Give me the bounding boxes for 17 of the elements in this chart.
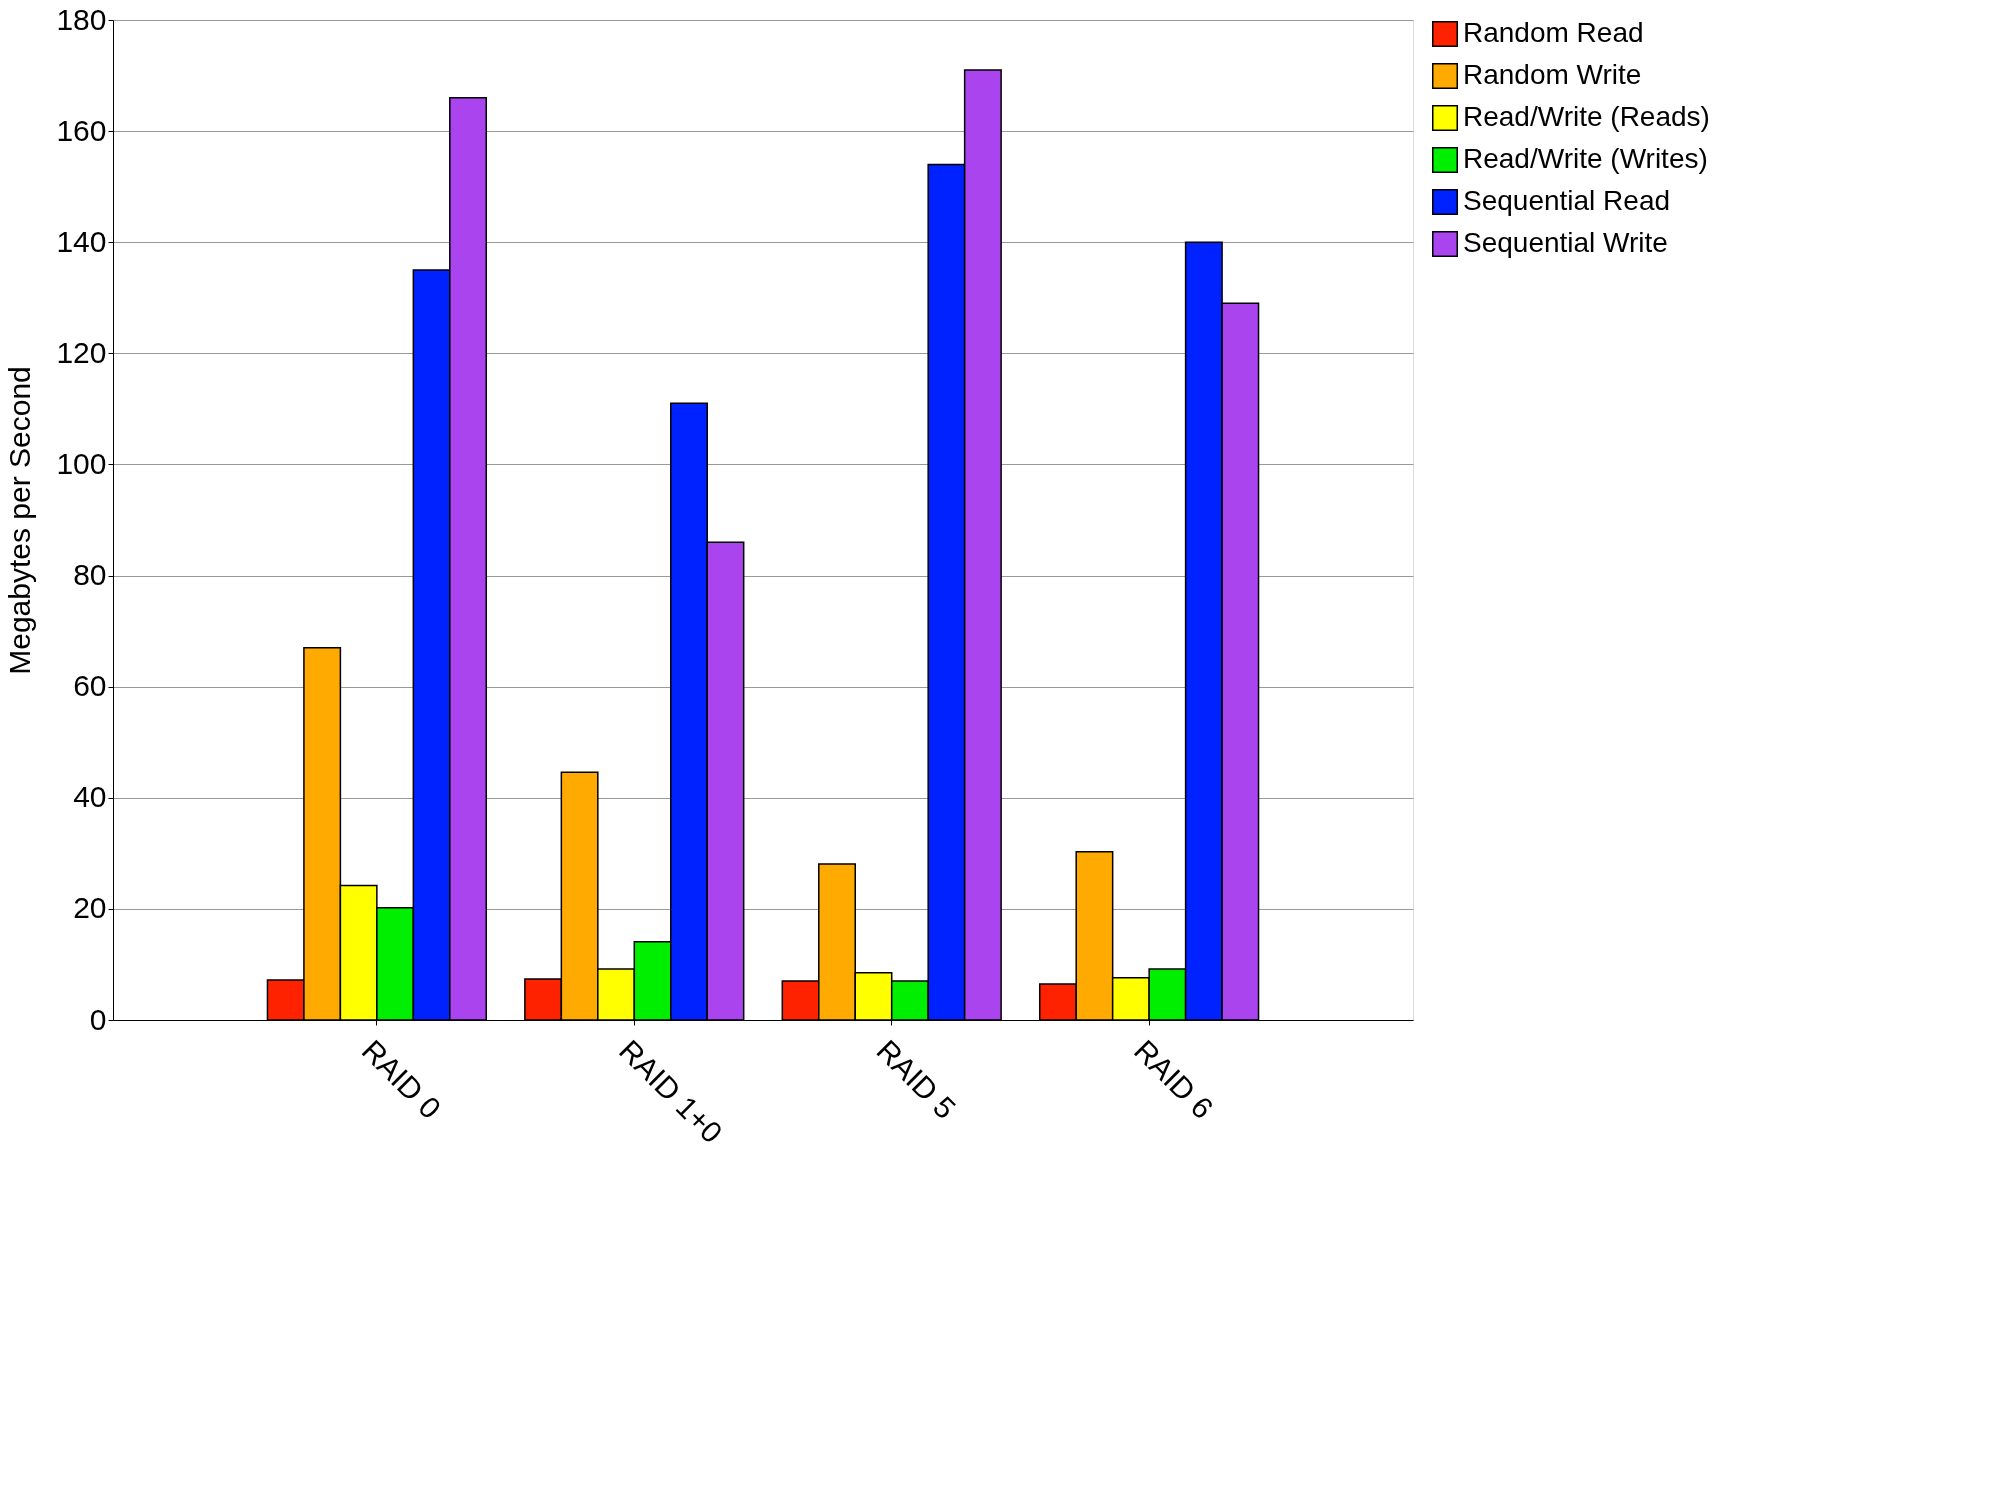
y-tick-label: 160: [56, 113, 107, 147]
y-tick-label: 0: [89, 1002, 107, 1036]
legend-label: Read/Write (Reads): [1463, 101, 1710, 132]
y-tick-label: 20: [73, 891, 107, 925]
legend-label: Sequential Read: [1463, 185, 1671, 216]
y-tick-label: 100: [56, 446, 107, 480]
y-tick-label: 80: [73, 558, 107, 592]
y-tick-label: 60: [73, 669, 107, 703]
legend-label: Random Read: [1463, 17, 1644, 48]
legend-label: Random Write: [1463, 59, 1642, 90]
y-axis-title: Megabytes per Second: [3, 366, 37, 675]
y-tick-label: 140: [56, 224, 107, 258]
legend-label: Read/Write (Writes): [1463, 143, 1708, 174]
legend-label: Sequential Write: [1463, 227, 1668, 258]
y-tick-label: 180: [56, 2, 107, 36]
y-tick-label: 40: [73, 780, 107, 814]
y-tick-label: 120: [56, 335, 107, 369]
